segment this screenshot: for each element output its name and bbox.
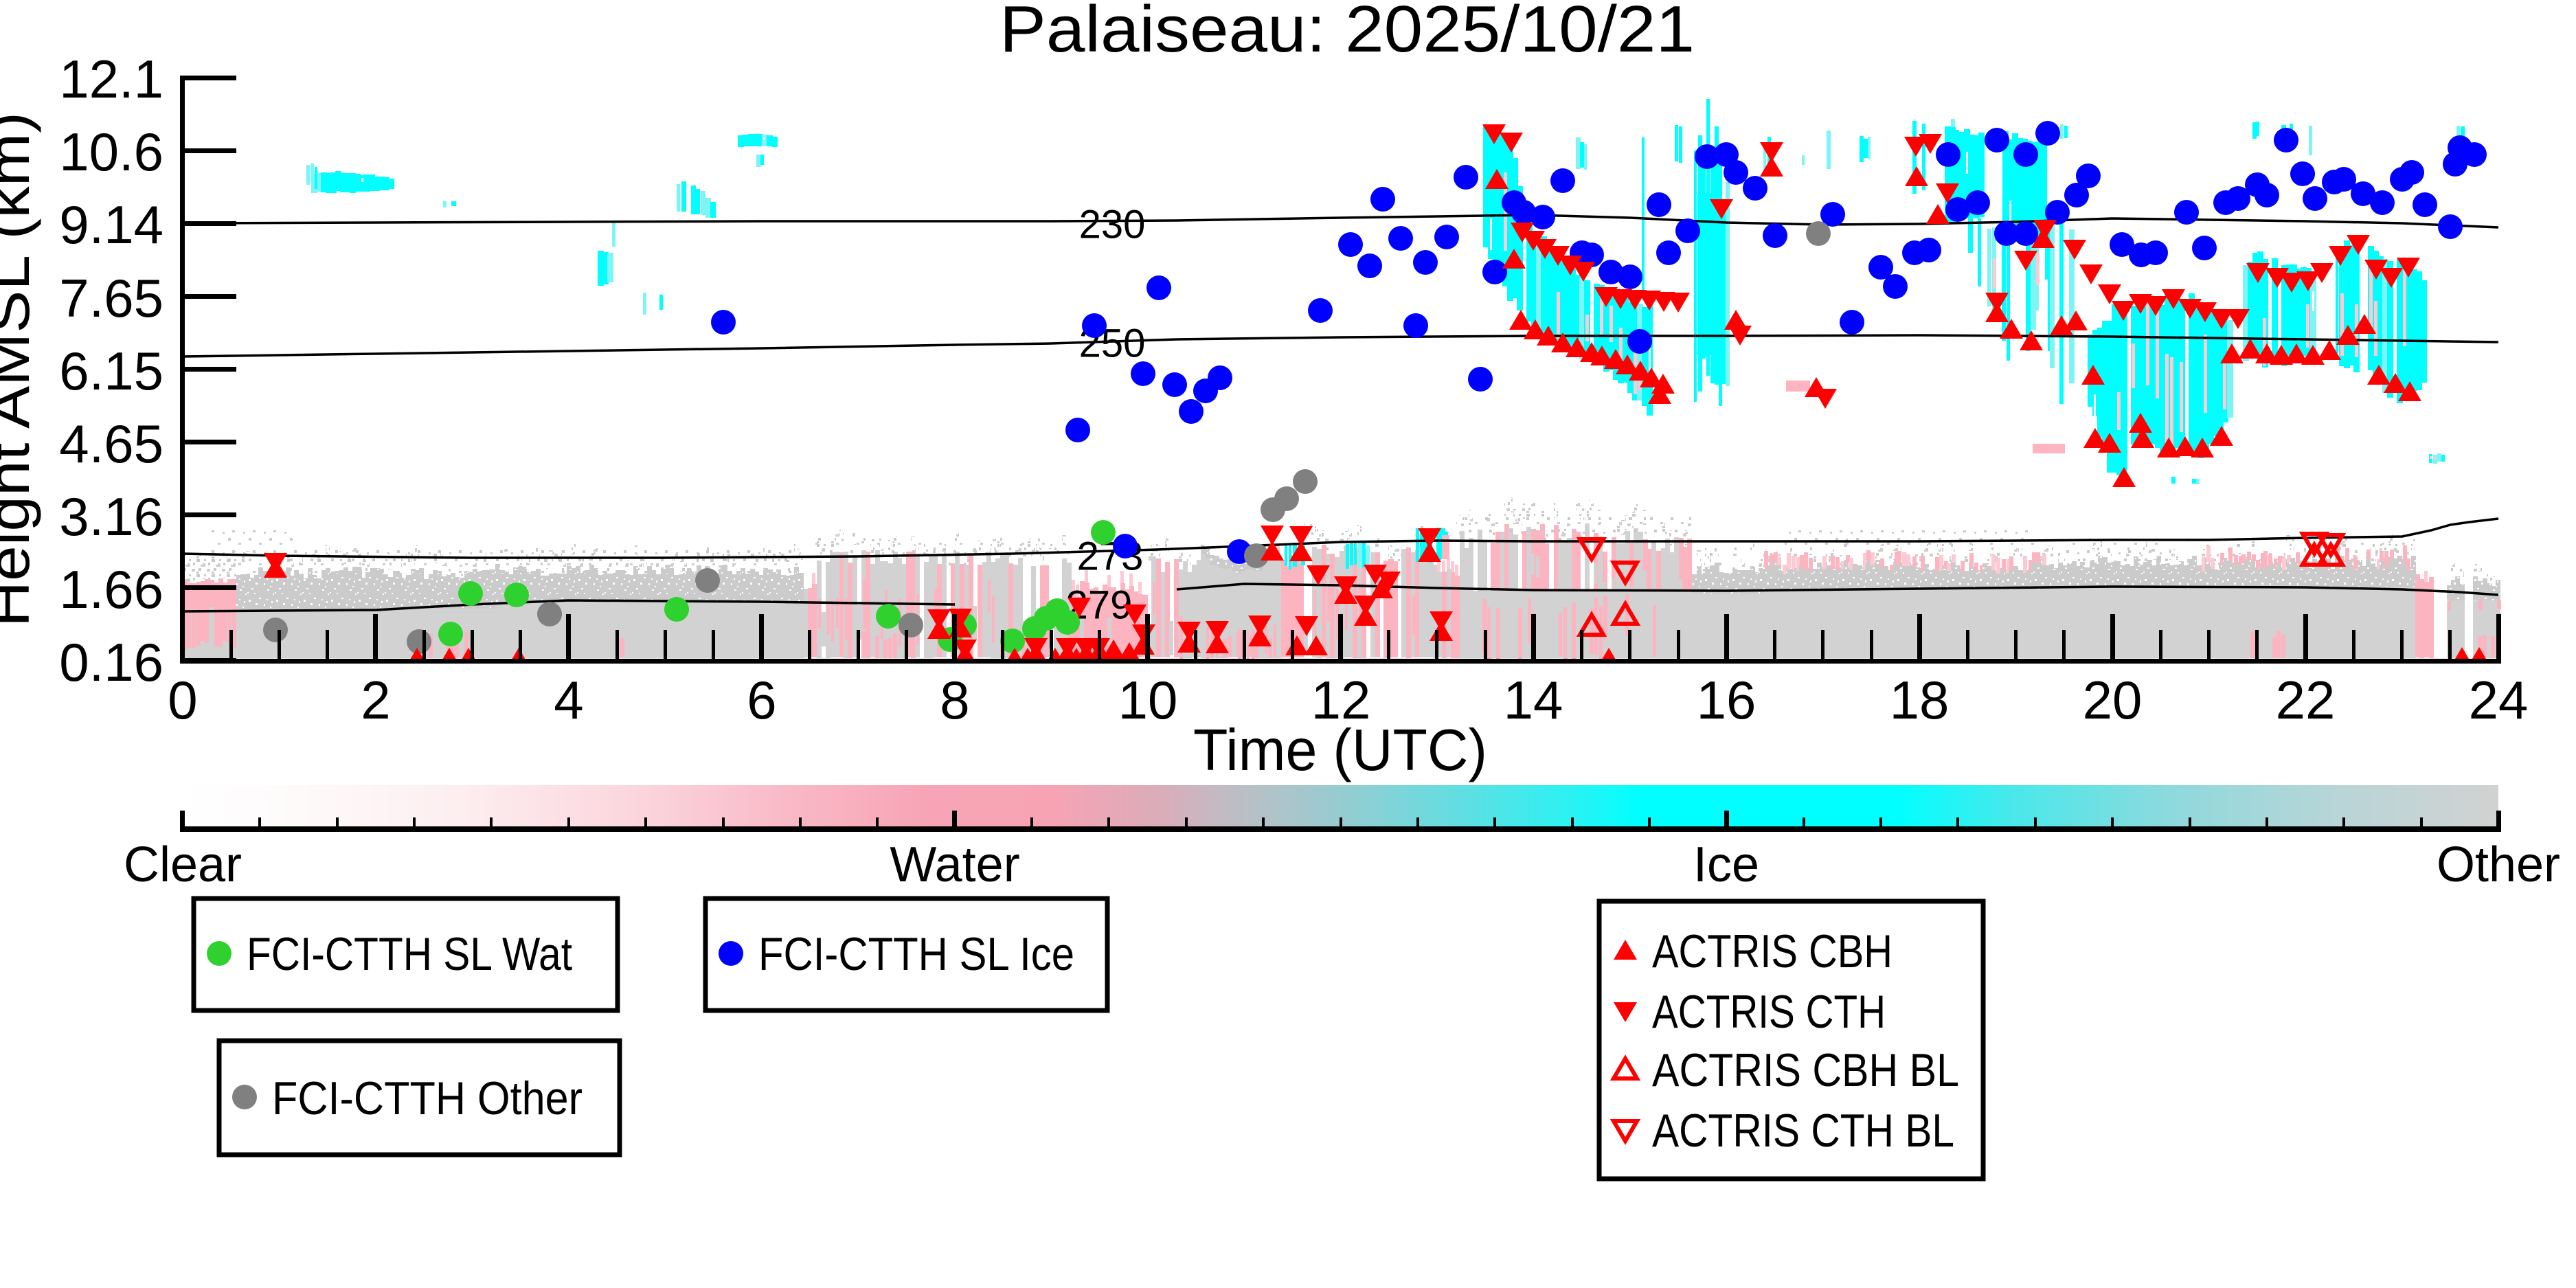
svg-text:10.6: 10.6 — [59, 122, 163, 182]
svg-text:12: 12 — [1311, 670, 1371, 730]
svg-text:6: 6 — [747, 670, 776, 730]
svg-text:Height AMSL (km): Height AMSL (km) — [0, 112, 42, 627]
svg-text:ACTRIS CTH: ACTRIS CTH — [1652, 986, 1886, 1038]
svg-text:Ice: Ice — [1693, 837, 1759, 892]
svg-text:4: 4 — [554, 670, 583, 730]
svg-text:0.16: 0.16 — [59, 632, 163, 692]
svg-text:Clear: Clear — [124, 837, 242, 892]
svg-text:FCI-CTTH SL Wat: FCI-CTTH SL Wat — [247, 928, 572, 980]
svg-text:24: 24 — [2469, 670, 2529, 730]
svg-text:9.14: 9.14 — [59, 194, 163, 255]
svg-text:20: 20 — [2083, 670, 2143, 730]
svg-text:230: 230 — [1079, 203, 1146, 247]
svg-text:4.65: 4.65 — [59, 414, 163, 474]
svg-text:14: 14 — [1504, 670, 1563, 730]
svg-text:2: 2 — [361, 670, 390, 730]
svg-text:ACTRIS CBH: ACTRIS CBH — [1652, 925, 1893, 978]
svg-text:1.66: 1.66 — [59, 559, 163, 620]
svg-text:Water: Water — [890, 837, 1019, 892]
svg-text:ACTRIS CBH BL: ACTRIS CBH BL — [1652, 1044, 1959, 1096]
svg-text:ACTRIS CTH BL: ACTRIS CTH BL — [1652, 1105, 1954, 1157]
svg-text:Palaiseau: 2025/10/21: Palaiseau: 2025/10/21 — [999, 0, 1695, 66]
svg-text:Time (UTC): Time (UTC) — [1193, 718, 1487, 783]
svg-text:FCI-CTTH SL Ice: FCI-CTTH SL Ice — [758, 928, 1074, 980]
svg-text:12.1: 12.1 — [59, 49, 163, 109]
svg-text:22: 22 — [2276, 670, 2336, 730]
svg-text:6.15: 6.15 — [59, 341, 163, 401]
svg-text:0: 0 — [168, 670, 197, 730]
svg-text:18: 18 — [1890, 670, 1950, 730]
svg-text:8: 8 — [940, 670, 969, 730]
svg-text:Other: Other — [2437, 837, 2560, 892]
svg-text:3.16: 3.16 — [59, 486, 163, 547]
svg-text:16: 16 — [1697, 670, 1756, 730]
svg-text:FCI-CTTH Other: FCI-CTTH Other — [272, 1072, 583, 1125]
svg-text:7.65: 7.65 — [59, 268, 163, 328]
svg-text:10: 10 — [1118, 670, 1178, 730]
